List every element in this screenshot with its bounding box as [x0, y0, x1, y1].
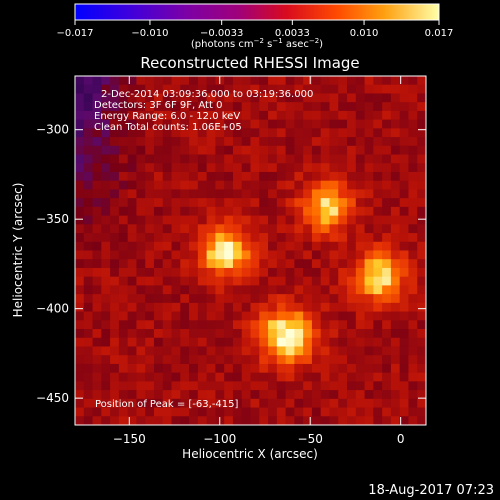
x-tick-label: −150 — [113, 432, 146, 446]
colorbar-ticks: −0.017 −0.010 −0.0033 0.0033 0.010 0.017 — [56, 20, 453, 39]
y-tick-label: −450 — [36, 391, 69, 405]
colorbar-tick-label: 0.010 — [350, 28, 379, 39]
colorbar-units: (photons cm−2 s−1 asec−2) — [191, 37, 323, 50]
peak-position-label: Position of Peak = [-63,-415] — [95, 399, 239, 410]
heatmap-image — [75, 76, 426, 425]
colorbar-tick-label: 0.0033 — [275, 28, 310, 39]
observation-annotations: 2-Dec-2014 03:09:36.000 to 03:19:36.000D… — [94, 89, 313, 133]
annotation-line: 2-Dec-2014 03:09:36.000 to 03:19:36.000 — [101, 89, 313, 100]
chart-title: Reconstructed RHESSI Image — [140, 54, 359, 72]
x-tick-label: 0 — [397, 432, 405, 446]
colorbar-tick-label: −0.0033 — [200, 28, 243, 39]
annotation-line: Clean Total counts: 1.06E+05 — [94, 122, 242, 133]
axis-ticks: −150 −100 −50 0 −300 −350 −400 −450 — [36, 76, 426, 446]
plot-frame — [74, 75, 427, 426]
y-tick-label: −350 — [36, 212, 69, 226]
x-tick-label: −100 — [203, 432, 236, 446]
colorbar-tick-label: 0.017 — [425, 28, 454, 39]
annotation-line: Detectors: 3F 6F 9F, Att 0 — [94, 100, 222, 111]
x-axis-label: Heliocentric X (arcsec) — [182, 447, 318, 461]
y-tick-label: −400 — [36, 302, 69, 316]
x-tick-label: −50 — [298, 432, 323, 446]
colorbar — [74, 3, 440, 21]
timestamp: 18-Aug-2017 07:23 — [368, 483, 494, 498]
colorbar-tick-label: −0.010 — [131, 28, 168, 39]
y-tick-label: −300 — [36, 123, 69, 137]
y-axis-label: Heliocentric Y (arcsec) — [11, 183, 25, 318]
annotation-line: Energy Range: 6.0 - 12.0 keV — [94, 111, 240, 122]
colorbar-tick-label: −0.017 — [56, 28, 93, 39]
